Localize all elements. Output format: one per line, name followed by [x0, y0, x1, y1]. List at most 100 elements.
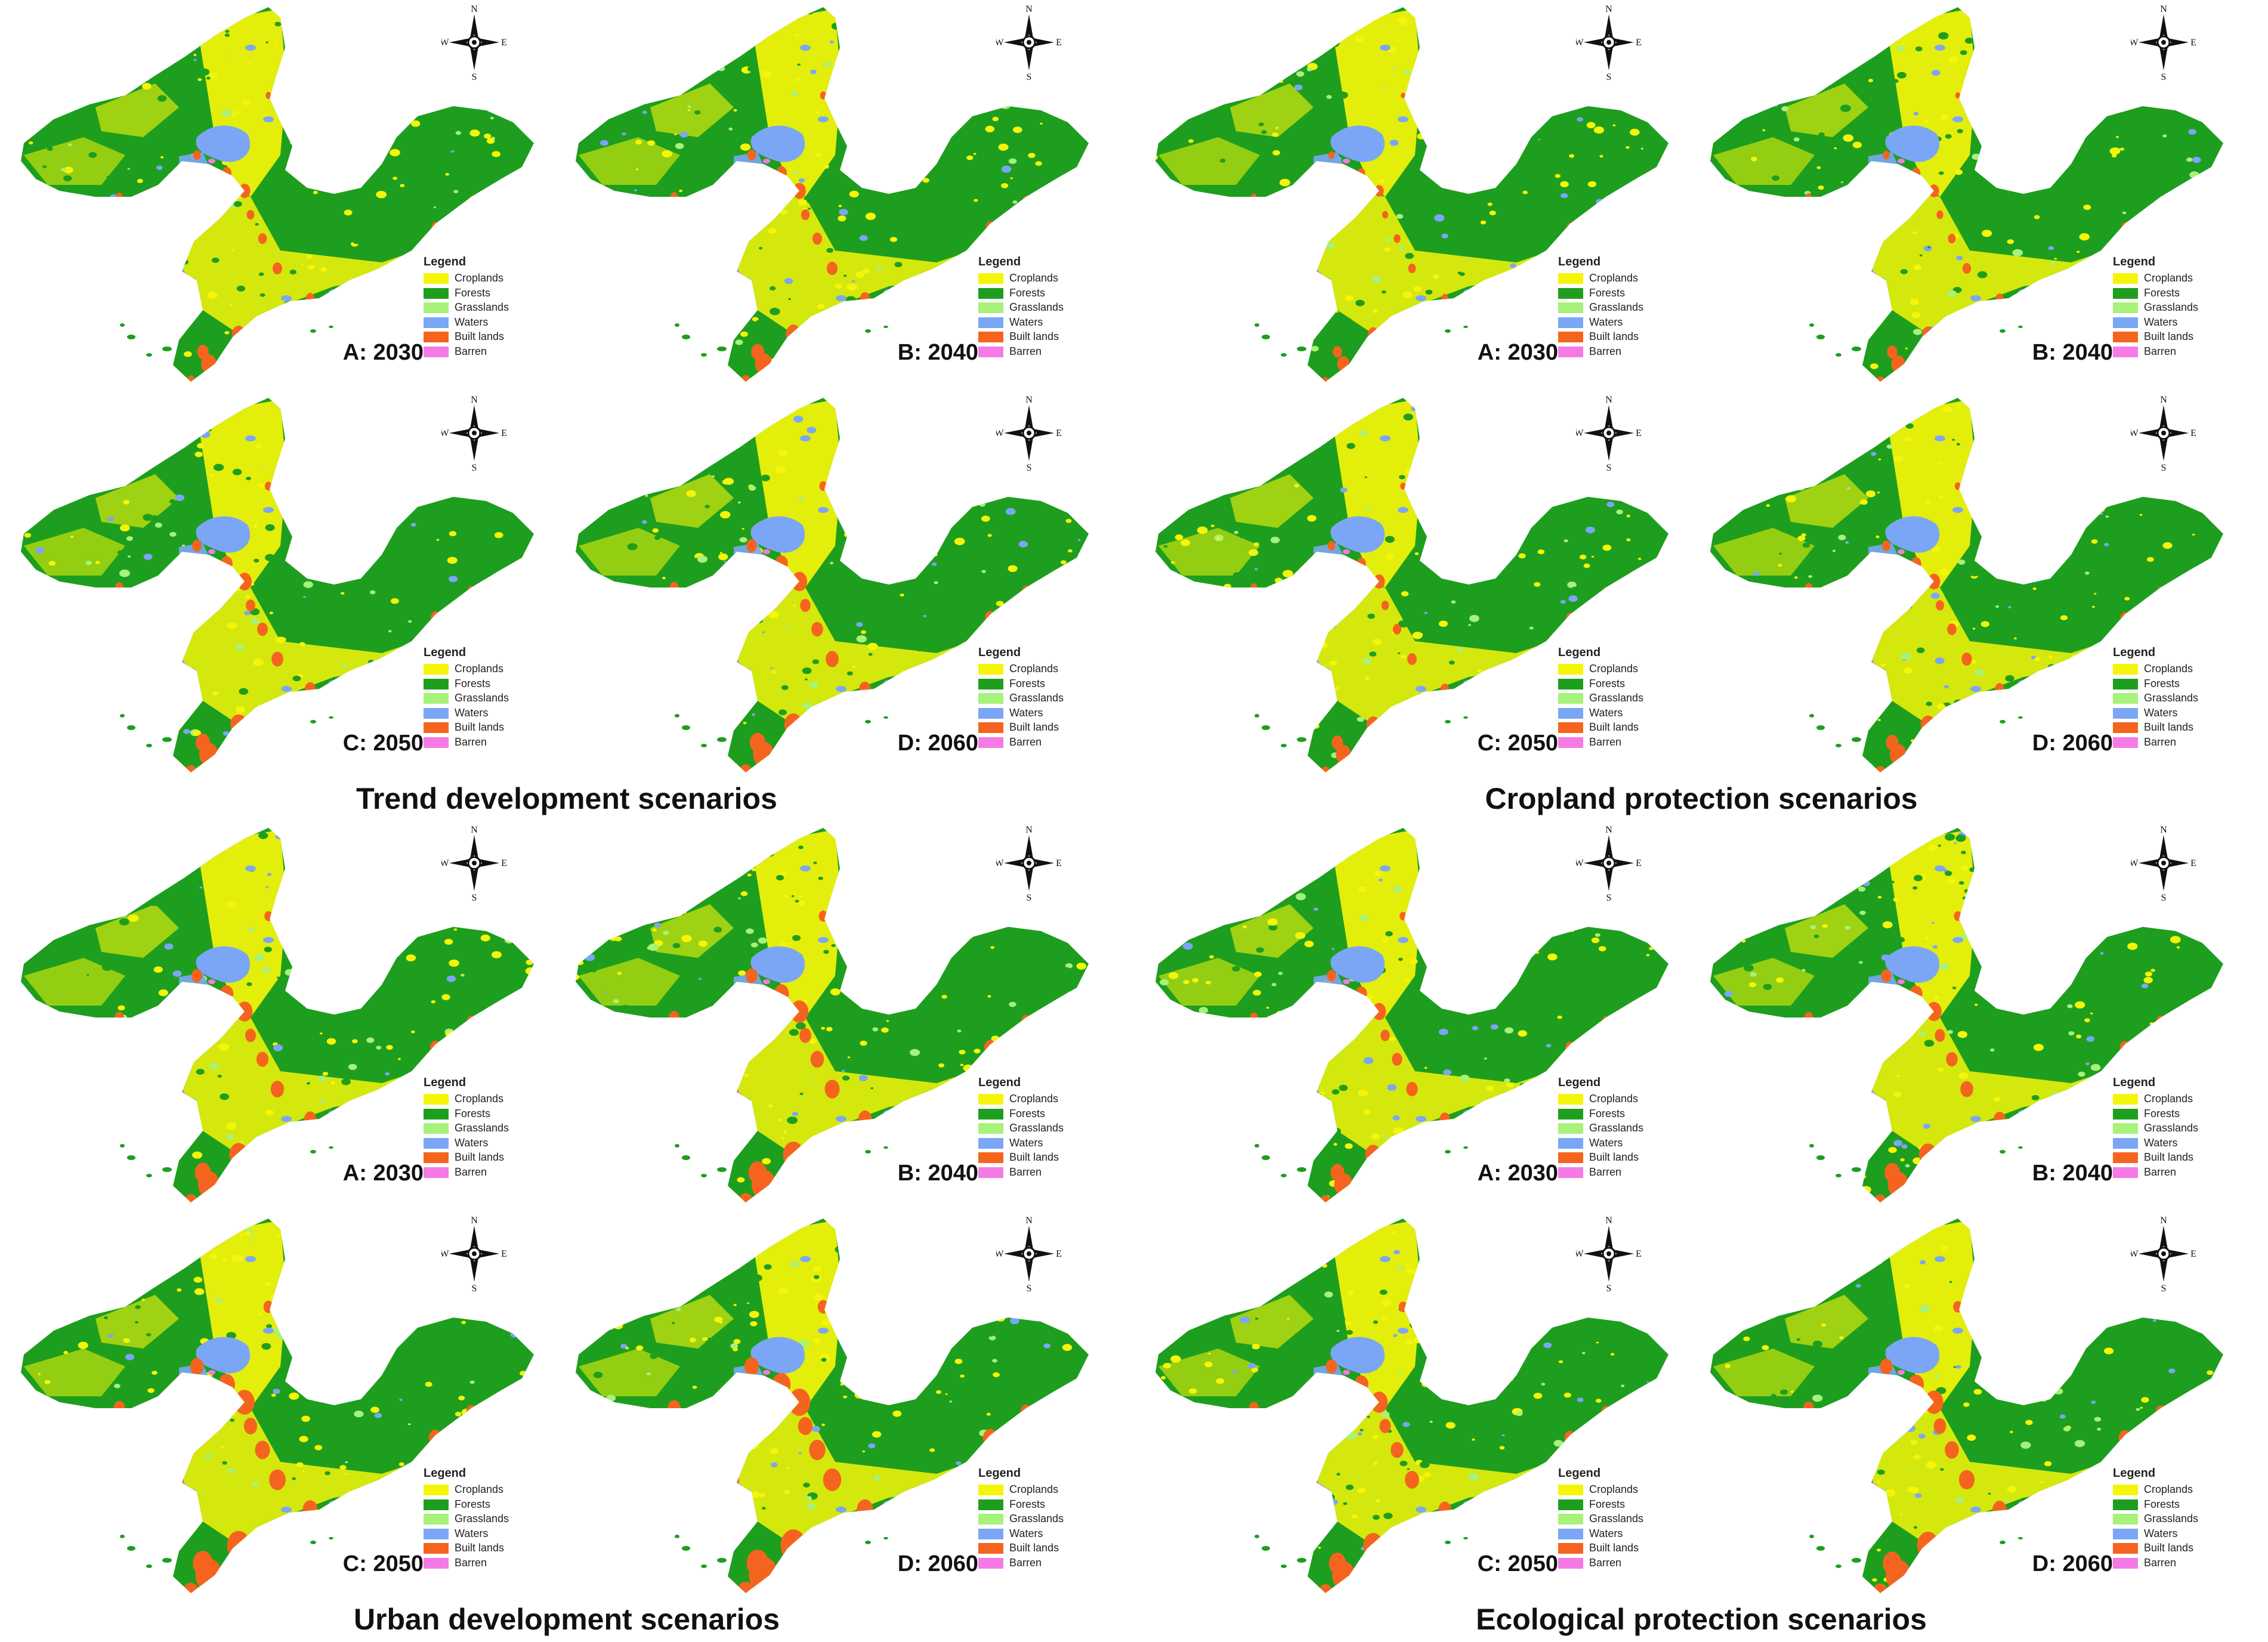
legend-item: Croplands: [1558, 272, 1638, 287]
legend-title: Legend: [424, 646, 466, 659]
legend-swatch: [424, 1094, 449, 1105]
legend-label: Barren: [1009, 1165, 1042, 1178]
legend-swatch: [1558, 302, 1583, 313]
legend-label: Croplands: [455, 663, 504, 675]
legend-swatch: [978, 1485, 1003, 1495]
panel-label: D: 2060: [897, 731, 978, 756]
map-legend: Legend Croplands Forests Grasslands Wate…: [978, 1076, 1064, 1180]
legend-item: Croplands: [978, 663, 1058, 678]
legend-label: Built lands: [1589, 1151, 1639, 1163]
legend-swatch: [1558, 1152, 1583, 1163]
compass-n: N: [1605, 825, 1612, 835]
legend-item: Waters: [424, 1527, 488, 1542]
legend-label: Grasslands: [1009, 692, 1064, 704]
panel-label: A: 2030: [342, 340, 424, 365]
legend-item: Barren: [2113, 1557, 2176, 1572]
legend-label: Built lands: [455, 721, 505, 733]
compass-s: S: [472, 72, 477, 81]
legend-label: Waters: [2144, 316, 2178, 328]
legend-item: Barren: [2113, 1166, 2176, 1181]
legend-label: Built lands: [2144, 1151, 2194, 1163]
legend-label: Waters: [2144, 1136, 2178, 1149]
legend-item: Waters: [2113, 707, 2177, 722]
legend-swatch: [2113, 722, 2138, 733]
legend-label: Built lands: [1009, 330, 1059, 342]
legend-label: Barren: [2144, 345, 2177, 357]
scenario-block: N S E W Legend Croplands Forests Grassla…: [1135, 821, 2268, 1641]
legend-title: Legend: [2113, 255, 2156, 268]
land-use-map: [1155, 7, 1668, 382]
legend-swatch: [1558, 693, 1583, 704]
legend-item: Croplands: [978, 272, 1058, 287]
legend-swatch: [424, 1167, 449, 1178]
map-panel: N S E W Legend Croplands Forests Grassla…: [555, 0, 1110, 388]
legend-label: Built lands: [455, 330, 505, 342]
legend-swatch: [978, 693, 1003, 704]
legend-swatch: [1558, 1167, 1583, 1178]
legend-item: Grasslands: [978, 1122, 1064, 1137]
legend-label: Forests: [455, 1498, 491, 1510]
legend-label: Waters: [455, 1527, 489, 1539]
legend-item: Croplands: [1558, 1483, 1638, 1498]
compass-w: W: [996, 38, 1004, 48]
legend-swatch: [2113, 1514, 2138, 1525]
legend-swatch: [978, 1543, 1003, 1554]
legend-label: Waters: [1589, 1527, 1623, 1539]
legend-swatch: [1558, 1108, 1583, 1120]
map-legend: Legend Croplands Forests Grasslands Wate…: [424, 1076, 509, 1180]
legend-item: Barren: [424, 1557, 487, 1572]
legend-item: Forests: [2113, 1498, 2180, 1513]
legend-swatch: [2113, 1528, 2138, 1539]
land-use-map: [1710, 7, 2223, 382]
land-use-map: [1710, 828, 2223, 1202]
compass-n: N: [2160, 4, 2167, 14]
map-panel: N S E W Legend Croplands Forests Grassla…: [1135, 1211, 1689, 1599]
legend-item: Built lands: [1558, 330, 1639, 345]
legend-swatch: [2113, 1557, 2138, 1569]
map-panel: N S E W Legend Croplands Forests Grassla…: [0, 0, 555, 388]
legend-item: Built lands: [424, 330, 504, 345]
legend-swatch: [978, 1557, 1003, 1569]
legend-label: Croplands: [1589, 1093, 1639, 1105]
legend-swatch: [1558, 678, 1583, 689]
north-arrow-icon: N S E W: [1576, 825, 1642, 902]
legend-label: Forests: [1009, 1498, 1046, 1510]
legend-title: Legend: [424, 1076, 466, 1089]
legend-item: Forests: [978, 1108, 1045, 1123]
panel-label: A: 2030: [1477, 1161, 1558, 1186]
legend-swatch: [1558, 1094, 1583, 1105]
legend-swatch: [1558, 287, 1583, 299]
legend-item: Forests: [978, 678, 1045, 692]
map-legend: Legend Croplands Forests Grasslands Wate…: [424, 255, 509, 360]
legend-title: Legend: [1558, 646, 1601, 659]
legend-title: Legend: [2113, 1467, 2156, 1480]
legend-label: Barren: [1009, 345, 1042, 357]
legend-label: Forests: [1589, 286, 1626, 299]
legend-item: Grasslands: [1558, 1122, 1643, 1137]
legend-item: Grasslands: [2113, 301, 2198, 316]
panel-label: B: 2040: [897, 1161, 978, 1186]
legend-item: Grasslands: [2113, 692, 2198, 707]
legend-label: Built lands: [2144, 721, 2194, 733]
legend-swatch: [424, 1108, 449, 1120]
legend-swatch: [2113, 1123, 2138, 1134]
legend-title: Legend: [424, 1467, 466, 1480]
legend-label: Grasslands: [1589, 1513, 1644, 1525]
legend-item: Built lands: [1558, 721, 1639, 736]
north-arrow-icon: N S E W: [1576, 395, 1642, 472]
legend-item: Croplands: [2113, 663, 2193, 678]
north-arrow-icon: N S E W: [441, 395, 507, 472]
legend-swatch: [424, 1514, 449, 1525]
scenario-block: N S E W Legend Croplands Forests Grassla…: [0, 821, 1133, 1641]
legend-swatch: [978, 1514, 1003, 1525]
legend-label: Grasslands: [455, 1122, 509, 1134]
compass-w: W: [441, 428, 449, 438]
legend-swatch: [1558, 346, 1583, 357]
compass-n: N: [2160, 395, 2167, 405]
legend-item: Forests: [424, 678, 490, 692]
panel-label: D: 2060: [2032, 731, 2113, 756]
legend-label: Grasslands: [455, 301, 509, 313]
legend-label: Built lands: [1589, 1542, 1639, 1554]
legend-label: Croplands: [2144, 272, 2193, 284]
legend-item: Grasslands: [1558, 301, 1643, 316]
